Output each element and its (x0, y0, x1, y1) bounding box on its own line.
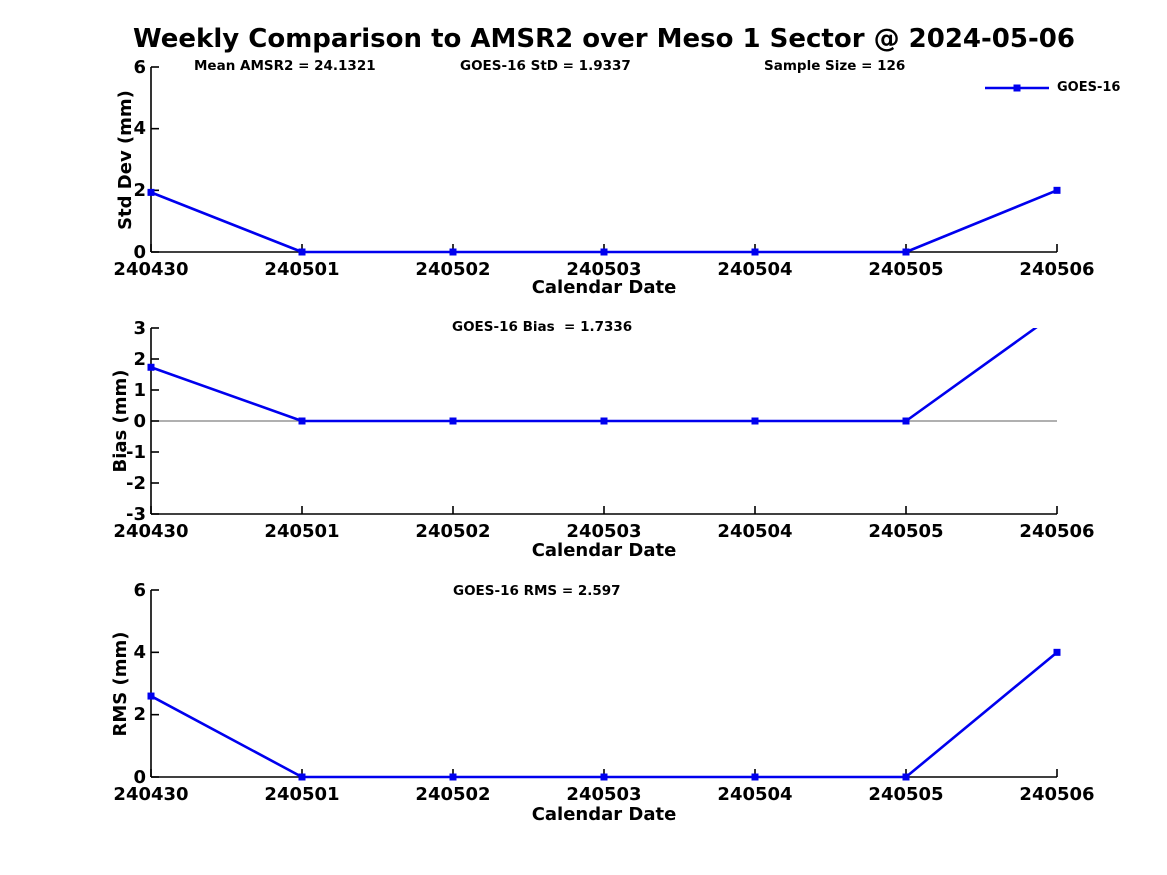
data-point-marker (449, 248, 457, 256)
y-tick-label: 2 (133, 348, 146, 370)
stat-goes16-bias: GOES-16 Bias = 1.7336 (452, 319, 633, 335)
y-axis-label-std-dev: Std Dev (mm) (115, 89, 136, 230)
x-tick-label: 240504 (717, 521, 793, 542)
data-point-marker (751, 248, 759, 256)
stat-goes16-std: GOES-16 StD = 1.9337 (460, 58, 631, 74)
data-point-marker (600, 773, 608, 781)
stat-sample-size: Sample Size = 126 (764, 58, 906, 74)
y-tick-label: 0 (133, 766, 146, 788)
x-tick-label: 240502 (415, 521, 491, 542)
x-axis-label-3: Calendar Date (531, 804, 677, 825)
y-tick-label: 4 (133, 118, 146, 140)
x-tick-label: 240505 (868, 259, 944, 280)
x-tick-label: 240505 (868, 784, 944, 805)
data-point-marker (751, 773, 759, 781)
data-point-marker (902, 248, 910, 256)
x-tick-label: 240506 (1019, 521, 1095, 542)
data-point-marker (1053, 648, 1061, 656)
x-tick-label: 240502 (415, 259, 491, 280)
x-tick-label: 240501 (264, 784, 340, 805)
series-line (150, 189, 1058, 254)
data-point-marker (449, 773, 457, 781)
x-tick-label: 240501 (264, 521, 340, 542)
y-tick-label: 2 (133, 704, 146, 726)
x-tick-label: 240506 (1019, 784, 1095, 805)
x-axis-label-1: Calendar Date (531, 277, 677, 298)
legend: GOES-16 (985, 80, 1120, 95)
x-tick-label: 240501 (264, 259, 340, 280)
x-tick-label: 240505 (868, 521, 944, 542)
data-point-marker (1053, 186, 1061, 194)
data-point-marker (147, 692, 155, 700)
data-point-marker (298, 248, 306, 256)
x-tick-label: 240430 (113, 784, 189, 805)
y-axis-label-rms: RMS (mm) (110, 631, 131, 736)
y-tick-label: 0 (133, 241, 146, 263)
x-tick-label: 240430 (113, 521, 189, 542)
data-point-marker (600, 417, 608, 425)
data-point-marker (147, 363, 155, 371)
data-point-marker (751, 417, 759, 425)
x-tick-label: 240503 (566, 521, 642, 542)
x-tick-label: 240503 (566, 259, 642, 280)
x-axis-label-2: Calendar Date (531, 540, 677, 561)
legend-label: GOES-16 (1057, 80, 1121, 95)
y-tick-label: -1 (126, 441, 146, 463)
stat-mean-amsr2: Mean AMSR2 = 24.1321 (194, 58, 376, 74)
y-tick-label: 0 (133, 410, 146, 432)
chart-title: Weekly Comparison to AMSR2 over Meso 1 S… (133, 24, 1075, 54)
stat-goes16-rms: GOES-16 RMS = 2.597 (453, 583, 621, 599)
y-tick-label: 4 (133, 641, 146, 663)
data-point-marker (600, 248, 608, 256)
data-point-marker (449, 417, 457, 425)
y-tick-label: -2 (126, 472, 146, 494)
y-tick-label: 2 (133, 179, 146, 201)
x-tick-label: 240504 (717, 784, 793, 805)
data-point-marker (902, 417, 910, 425)
x-tick-label: 240503 (566, 784, 642, 805)
y-tick-label: 6 (133, 579, 146, 601)
x-tick-label: 240430 (113, 259, 189, 280)
x-tick-label: 240502 (415, 784, 491, 805)
y-tick-label: 1 (133, 379, 146, 401)
x-tick-label: 240504 (717, 259, 793, 280)
y-tick-label: 6 (133, 56, 146, 78)
data-point-marker (147, 188, 155, 196)
data-point-marker (298, 773, 306, 781)
x-tick-label: 240506 (1019, 259, 1095, 280)
data-point-marker (902, 773, 910, 781)
legend-line-marker-icon (985, 84, 1049, 91)
y-tick-label: 3 (133, 317, 146, 339)
series-line (150, 651, 1058, 779)
y-tick-label: -3 (126, 503, 146, 525)
data-point-marker (298, 417, 306, 425)
